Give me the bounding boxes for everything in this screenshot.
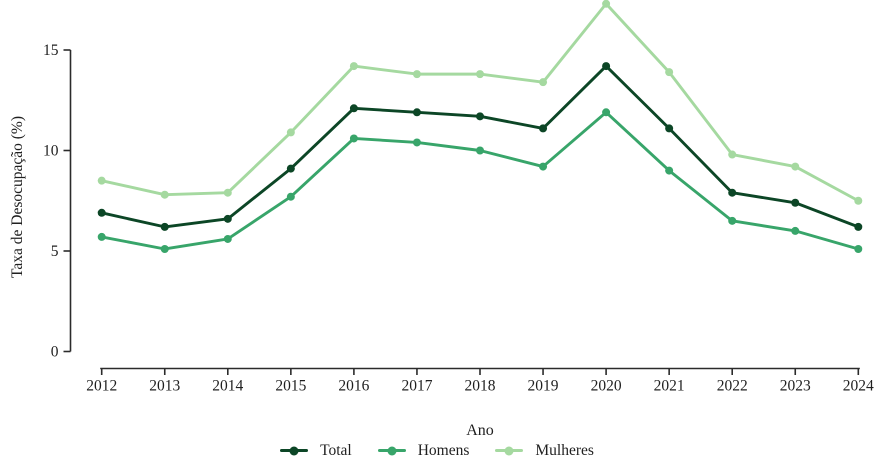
legend-item-total: Total (280, 443, 352, 459)
point-homens-2017 (412, 138, 421, 147)
point-mulheres-2017 (412, 70, 421, 79)
point-mulheres-2012 (97, 176, 106, 185)
x-tick-label: 2018 (465, 378, 496, 395)
point-total-2022 (728, 188, 737, 197)
point-total-2015 (286, 164, 295, 173)
legend-swatch-mulheres-icon (495, 446, 524, 456)
point-total-2018 (476, 112, 484, 121)
point-total-2012 (97, 208, 106, 217)
point-total-2017 (412, 108, 421, 117)
point-homens-2019 (539, 162, 548, 171)
x-tick-label: 2014 (212, 378, 243, 395)
point-mulheres-2014 (223, 188, 232, 197)
point-homens-2015 (286, 192, 295, 201)
y-tick-label: 0 (51, 344, 59, 361)
point-total-2021 (665, 124, 674, 133)
y-tick-label: 15 (43, 42, 59, 59)
point-mulheres-2019 (539, 78, 548, 87)
x-tick-label: 2020 (591, 378, 622, 395)
point-homens-2012 (97, 232, 106, 241)
series-line-mulheres (100, 2, 860, 203)
point-mulheres-2018 (476, 70, 484, 79)
point-mulheres-2013 (160, 190, 169, 199)
x-tick-label: 2021 (654, 378, 685, 395)
point-total-2023 (791, 198, 800, 207)
point-mulheres-2022 (728, 150, 737, 159)
point-homens-2016 (349, 134, 358, 143)
x-axis-title: Ano (466, 422, 494, 439)
chart-legend: Total Homens Mulheres (0, 443, 874, 459)
point-homens-2023 (791, 226, 800, 235)
point-homens-2014 (223, 234, 232, 243)
point-total-2019 (539, 124, 548, 133)
point-homens-2022 (728, 216, 737, 225)
point-total-2016 (349, 104, 358, 113)
x-tick-label: 2023 (780, 378, 811, 395)
x-tick-label: 2015 (275, 378, 306, 395)
legend-label-total: Total (320, 442, 352, 459)
point-total-2013 (160, 222, 169, 231)
point-homens-2024 (854, 244, 863, 253)
legend-item-mulheres: Mulheres (495, 443, 594, 459)
x-tick-label: 2016 (338, 378, 369, 395)
point-total-2024 (854, 222, 863, 231)
point-mulheres-2015 (286, 128, 295, 137)
x-tick-label: 2012 (86, 378, 117, 395)
y-tick-label: 5 (51, 243, 59, 260)
legend-label-homens: Homens (417, 442, 470, 459)
x-tick-label: 2013 (149, 378, 180, 395)
point-homens-2018 (476, 146, 484, 155)
y-axis-title: Taxa de Desocupação (%) (9, 115, 26, 279)
point-mulheres-2024 (854, 196, 863, 205)
point-mulheres-2020 (602, 0, 611, 8)
legend-label-mulheres: Mulheres (535, 442, 594, 459)
x-tick-label: 2022 (717, 378, 748, 395)
legend-swatch-total-icon (280, 446, 309, 456)
legend-swatch-homens-icon (377, 446, 406, 456)
x-tick-label: 2017 (401, 378, 432, 395)
point-homens-2020 (602, 108, 611, 117)
legend-item-homens: Homens (377, 442, 470, 459)
x-tick-label: 2019 (528, 378, 559, 395)
series-line-total (100, 64, 860, 229)
x-tick-label: 2024 (843, 378, 874, 395)
point-homens-2021 (665, 166, 674, 175)
point-mulheres-2021 (665, 68, 674, 77)
point-total-2014 (223, 214, 232, 223)
point-mulheres-2023 (791, 162, 800, 171)
y-tick-label: 10 (43, 143, 59, 160)
point-mulheres-2016 (349, 62, 358, 71)
point-homens-2013 (160, 244, 169, 253)
point-total-2020 (602, 62, 611, 71)
series-line-homens (100, 110, 860, 251)
